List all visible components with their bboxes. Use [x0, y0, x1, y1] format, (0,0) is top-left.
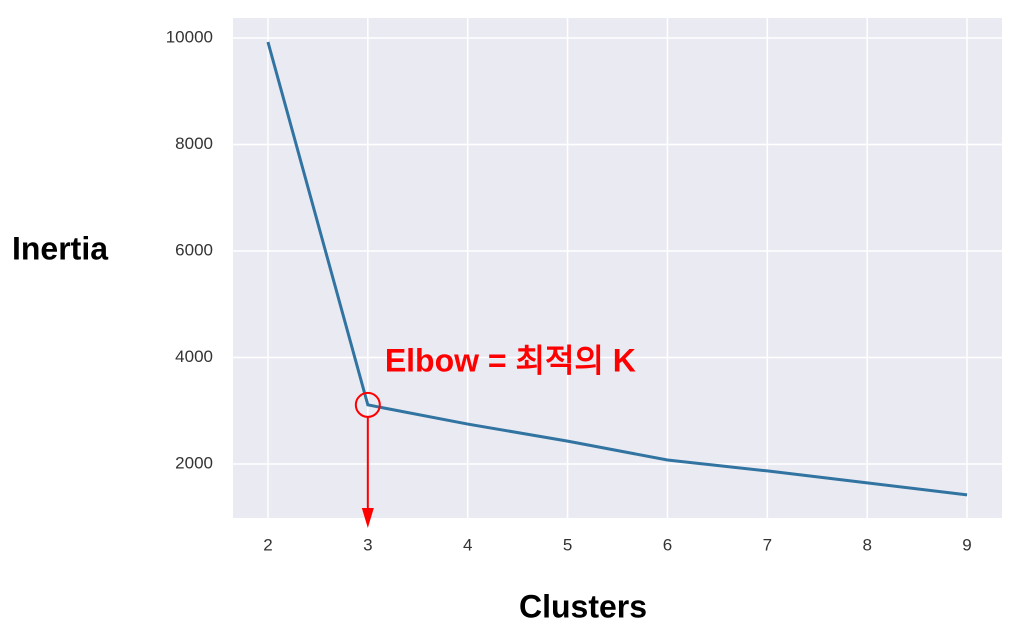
elbow-arrowhead: [361, 508, 374, 528]
x-tick-label: 7: [763, 535, 772, 554]
x-tick-label: 8: [862, 535, 871, 554]
x-tick-label: 5: [563, 535, 572, 554]
y-tick-label: 2000: [175, 453, 213, 472]
y-tick-label: 10000: [166, 27, 213, 46]
data-line: [266, 41, 968, 497]
y-tick-label: 8000: [175, 134, 213, 153]
x-axis-label: Clusters: [519, 588, 647, 624]
x-tick-label: 6: [663, 535, 672, 554]
y-tick-label: 6000: [175, 240, 213, 259]
y-tick-label: 4000: [175, 347, 213, 366]
x-tick-label: 2: [263, 535, 272, 554]
x-tick-label: 9: [962, 535, 971, 554]
annotation: Elbow = 최적의 K: [385, 342, 636, 378]
x-tick-label: 3: [363, 535, 372, 554]
x-tick-label: 4: [463, 535, 472, 554]
plot-background: [233, 18, 1002, 518]
y-axis-label: Inertia: [12, 230, 108, 266]
